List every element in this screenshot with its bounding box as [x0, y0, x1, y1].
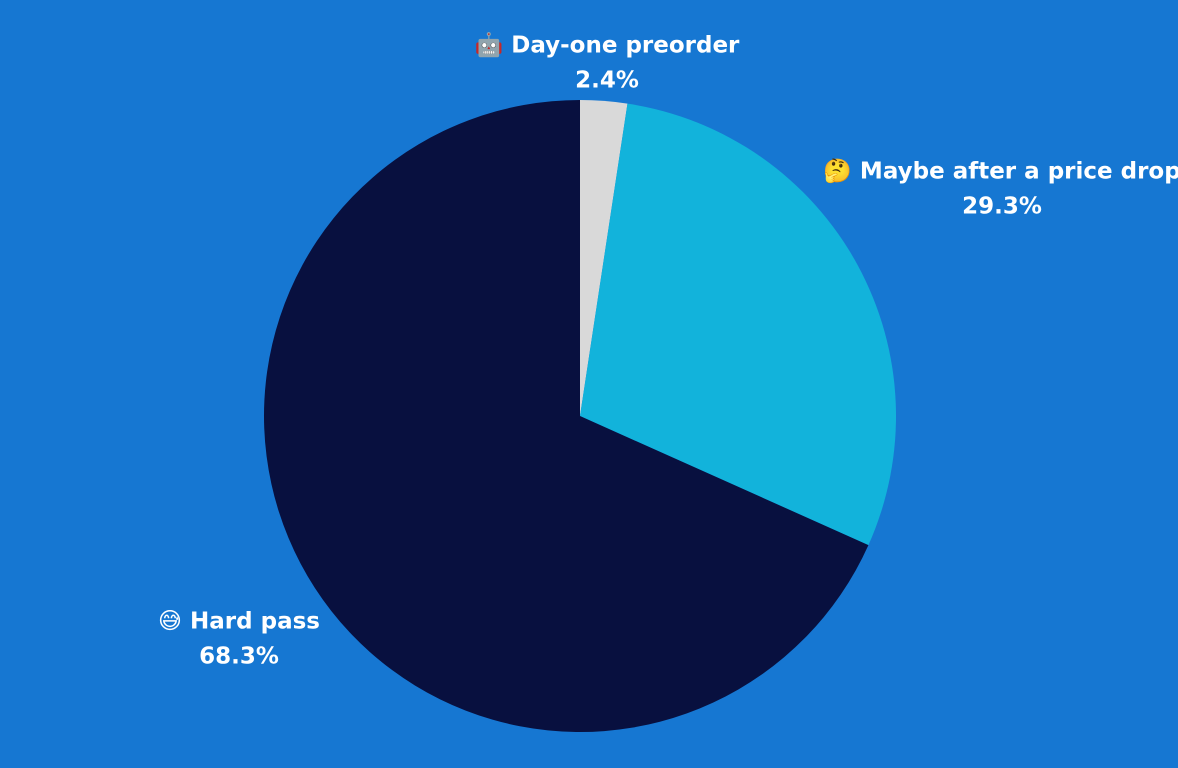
- pie-slice: [580, 103, 896, 546]
- slice-value-label: 29.3%: [962, 194, 1042, 220]
- pie-slice: [580, 100, 628, 416]
- slice-label: 😅 Hard pass: [158, 609, 320, 635]
- slice-label: 🤖 Day-one preorder: [475, 32, 740, 59]
- slice-label: 🤔 Maybe after a price drop: [823, 158, 1178, 185]
- pie-slice: [263, 100, 869, 732]
- slice-value-label: 2.4%: [575, 68, 639, 94]
- slice-value-label: 68.3%: [199, 644, 279, 670]
